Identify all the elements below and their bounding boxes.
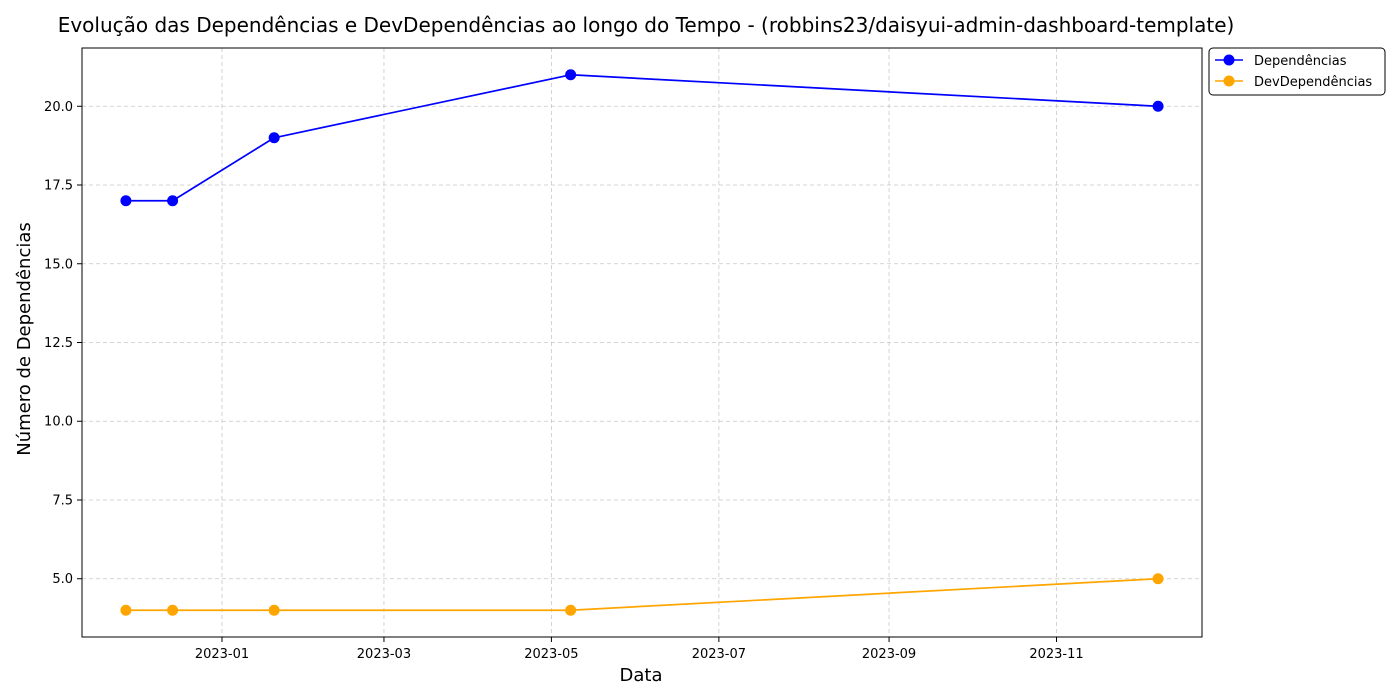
- x-axis-label: Data: [620, 665, 663, 686]
- y-tick-label: 10.0: [44, 415, 73, 430]
- y-tick-label: 12.5: [44, 336, 73, 351]
- legend-label-dependencias: Dependências: [1254, 54, 1347, 69]
- legend-label-devdependencias: DevDependências: [1254, 75, 1372, 90]
- y-axis-label: Número de Dependências: [14, 222, 35, 456]
- y-tick-label: 7.5: [52, 493, 73, 508]
- series-1-point: [268, 132, 280, 144]
- legend-item-devdependencias: DevDependências: [1215, 75, 1372, 90]
- series-1-point: [565, 69, 577, 81]
- grid-lines: [82, 48, 1202, 637]
- series-2-point: [268, 604, 280, 616]
- y-tick-label: 17.5: [44, 179, 73, 194]
- series-2-point: [167, 604, 179, 616]
- x-tick-label: 2023-05: [524, 647, 578, 662]
- legend-item-dependencias: Dependências: [1215, 54, 1347, 69]
- x-tick-label: 2023-01: [195, 647, 249, 662]
- series-2-point: [565, 604, 577, 616]
- series-2-line: [125, 577, 1159, 612]
- legend: Dependências DevDependências: [1208, 47, 1386, 96]
- y-tick-label: 5.0: [52, 572, 73, 587]
- axis-ticks: 2023-01 2023-03 2023-05 2023-07 2023-09 2023-…: [44, 100, 1084, 662]
- legend-marker-dependencias: [1223, 54, 1235, 66]
- x-tick-label: 2023-07: [692, 647, 746, 662]
- series-layer: [120, 69, 1164, 616]
- series-1-point: [120, 195, 132, 207]
- x-tick-label: 2023-09: [862, 647, 916, 662]
- y-tick-label: 20.0: [44, 100, 73, 115]
- series-1-point: [1152, 100, 1164, 112]
- series-1-point: [167, 195, 179, 207]
- x-tick-label: 2023-03: [357, 647, 411, 662]
- x-tick-label: 2023-11: [1029, 647, 1083, 662]
- series-2-point: [120, 604, 132, 616]
- legend-frame: [1208, 47, 1386, 96]
- series-2-point: [1152, 573, 1164, 585]
- series-1-line: [125, 73, 1159, 202]
- legend-marker-devdependencias: [1223, 75, 1235, 87]
- chart-title: Evolução das Dependências e DevDependênc…: [58, 13, 1235, 37]
- y-tick-label: 15.0: [44, 257, 73, 272]
